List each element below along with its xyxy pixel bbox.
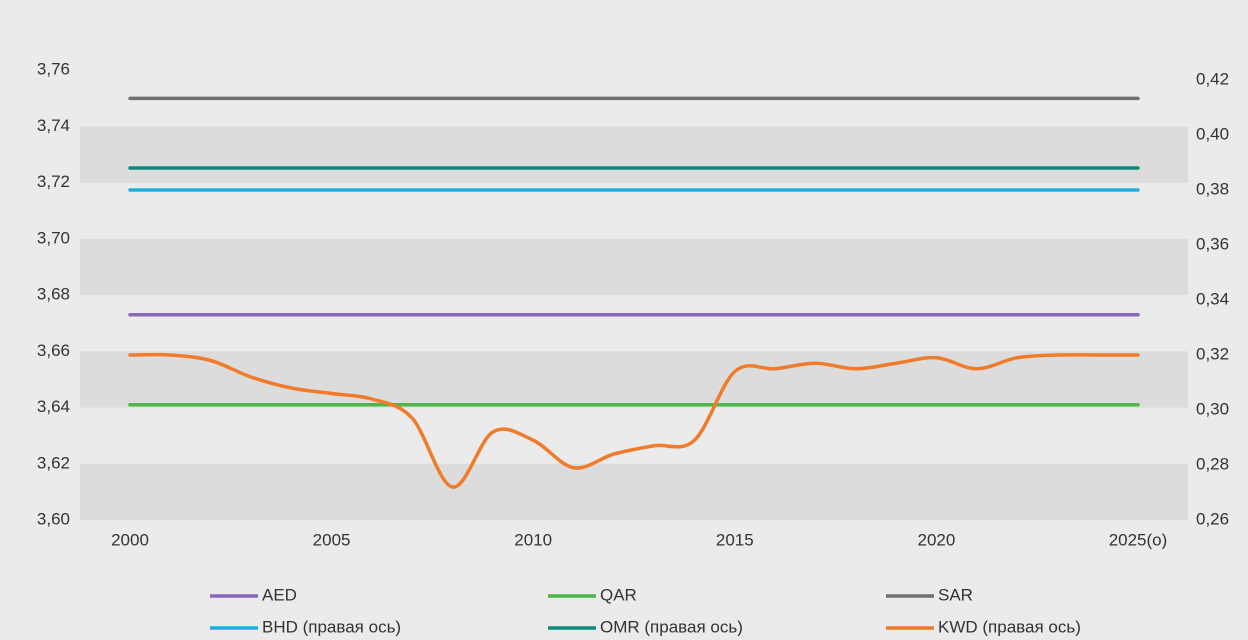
y2-tick-label: 0,34 [1196,289,1229,308]
legend-label: QAR [600,585,637,604]
y2-tick-label: 0,42 [1196,69,1229,88]
y-tick-label: 3,72 [37,172,70,191]
x-tick-label: 2015 [716,530,754,549]
band [80,463,1188,520]
band [80,351,1188,408]
y2-tick-label: 0,26 [1196,509,1229,528]
y-tick-label: 3,74 [37,116,70,135]
band [80,238,1188,296]
x-tick-label: 2025(о) [1109,530,1168,549]
y2-tick-label: 0,30 [1196,399,1229,418]
y2-tick-label: 0,28 [1196,454,1229,473]
y-tick-label: 3,66 [37,341,70,360]
y2-tick-label: 0,36 [1196,234,1229,253]
legend-label: OMR (правая ось) [600,617,743,636]
x-tick-label: 2005 [313,530,351,549]
legend-label: KWD (правая ось) [938,617,1081,636]
y2-tick-label: 0,40 [1196,124,1229,143]
y-tick-label: 3,70 [37,228,70,247]
x-tick-label: 2000 [111,530,149,549]
y-tick-label: 3,64 [37,397,70,416]
series-line [128,352,1140,489]
y-tick-label: 3,60 [37,509,70,528]
y-tick-label: 3,68 [37,285,70,304]
x-tick-label: 2010 [514,530,552,549]
legend-label: AED [262,585,297,604]
legend-label: SAR [938,585,973,604]
y2-tick-label: 0,32 [1196,344,1229,363]
legend-label: BHD (правая ось) [262,617,401,636]
y-tick-label: 3,76 [37,60,70,79]
x-tick-label: 2020 [917,530,955,549]
y-tick-label: 3,62 [37,453,70,472]
band [80,126,1188,183]
y2-tick-label: 0,38 [1196,179,1229,198]
